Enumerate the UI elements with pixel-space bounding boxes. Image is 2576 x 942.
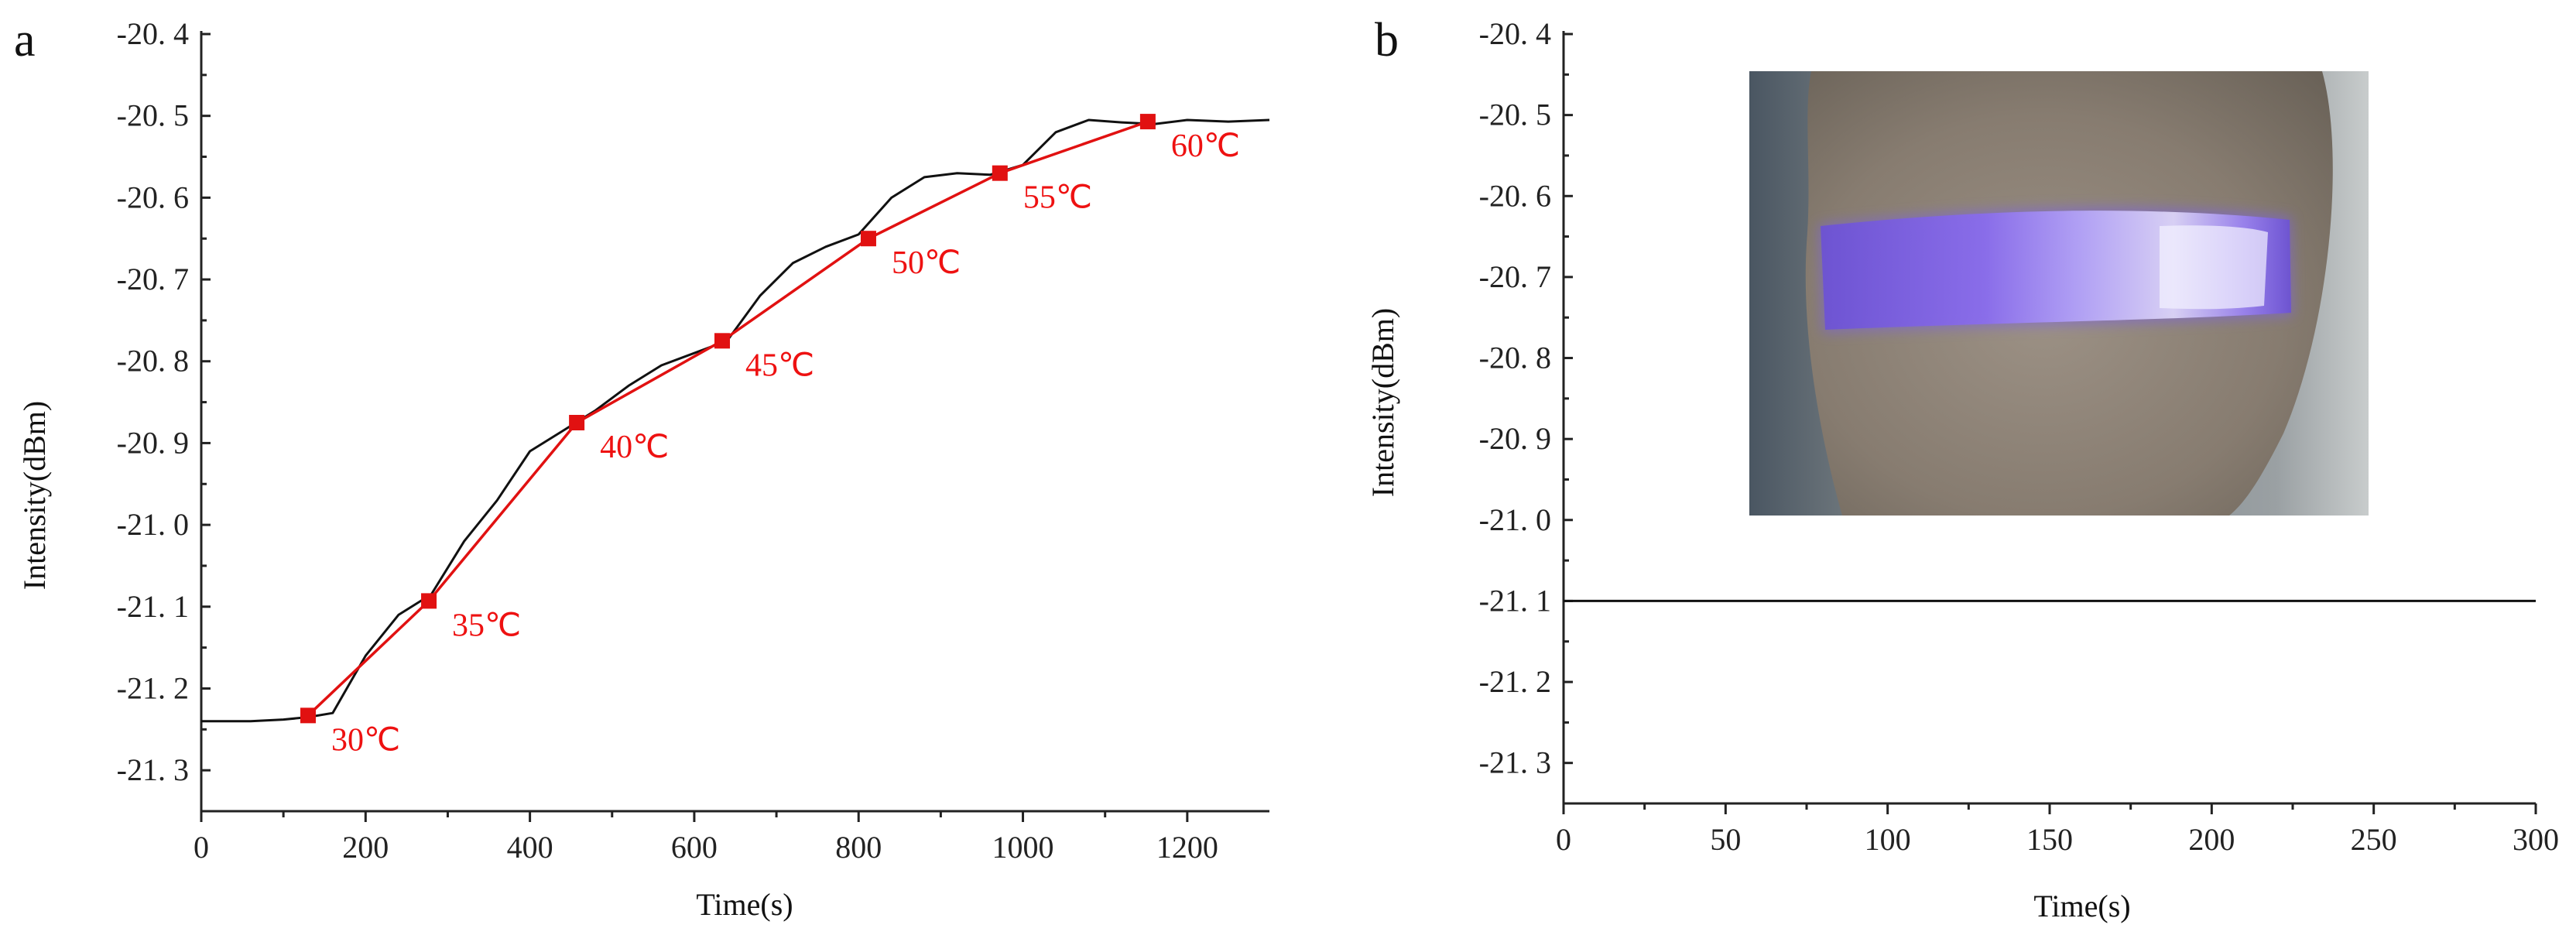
y-tick-label: -20. 9 <box>1479 421 1551 456</box>
x-tick-label: 300 <box>2513 822 2559 857</box>
data-point-marker <box>569 415 585 430</box>
y-tick-label: -20. 6 <box>117 180 189 214</box>
chart-b: b -20. 4-20. 5-20. 6-20. 7-20. 8-20. 9-2… <box>1365 14 2559 923</box>
x-tick-label: 0 <box>1556 822 1571 857</box>
y-tick-label: -21. 2 <box>1479 664 1551 699</box>
chart-a-y-ticks: -20. 4 -20. 5 -20. 6 -20. 7 -20. 8 -20. 9 -21.… <box>117 16 211 787</box>
x-tick-label: 0 <box>194 830 209 865</box>
panel-label-a: a <box>14 14 36 67</box>
temperature-label: 30℃ <box>331 722 400 758</box>
series-line-1 <box>307 120 1149 717</box>
temperature-label: 40℃ <box>600 430 669 465</box>
y-tick-label: -21. 2 <box>117 670 189 705</box>
y-tick-label: -21. 1 <box>117 589 189 624</box>
data-point-marker <box>714 333 731 349</box>
chart-b-y-axis-label: Intensity(dBm) <box>1365 308 1400 497</box>
chart-b-x-axis-label: Time(s) <box>2033 889 2130 923</box>
chart-b-y-ticks: -20. 4 -20. 5 -20. 6 -20. 7 -20. 8 -20. 9 -21.… <box>1479 16 1573 780</box>
chart-a: a -20. 4-20. 5-20. 6-20. 7-20. 8-20. 9-2… <box>14 14 1270 922</box>
y-tick-label: -20. 6 <box>1479 178 1551 213</box>
x-tick-label: 800 <box>835 830 882 865</box>
inset-photo <box>1749 71 2369 516</box>
y-tick-label: -21. 3 <box>117 752 189 787</box>
temperature-label: 60℃ <box>1171 128 1240 164</box>
y-tick-label: -20. 4 <box>1479 16 1551 51</box>
y-tick-label: -20. 5 <box>117 98 189 133</box>
y-tick-label: -21. 0 <box>1479 502 1551 537</box>
chart-a-y-axis-label: Intensity(dBm) <box>17 401 52 590</box>
y-tick-label: -21. 0 <box>117 507 189 542</box>
temperature-label: 50℃ <box>892 245 961 281</box>
panel-label-b: b <box>1375 14 1399 67</box>
chart-a-axes <box>200 31 1269 813</box>
x-tick-label: 1200 <box>1156 830 1218 865</box>
y-tick-label: -20. 7 <box>1479 259 1551 294</box>
y-tick-label: -21. 3 <box>1479 745 1551 780</box>
data-point-marker <box>992 165 1008 181</box>
y-tick-label: -20. 9 <box>117 425 189 460</box>
y-tick-label: -20. 8 <box>117 344 189 379</box>
y-tick-label: -20. 7 <box>117 262 189 296</box>
y-tick-label: -20. 5 <box>1479 98 1551 132</box>
data-point-marker <box>860 231 876 247</box>
x-tick-label: 100 <box>1865 822 1911 857</box>
data-point-marker <box>300 707 316 724</box>
y-tick-label: -20. 4 <box>117 16 189 51</box>
data-point-marker <box>421 593 437 609</box>
chart-a-x-ticks: 0 200 400 600 800 1000 1200 <box>194 811 1218 865</box>
y-tick-label: -20. 8 <box>1479 341 1551 375</box>
x-tick-label: 200 <box>2188 822 2235 857</box>
chart-a-series: 30℃ 35℃ 40℃ 45℃ 50℃ 55℃ 60℃ <box>201 114 1270 758</box>
series-line-0 <box>201 118 1270 723</box>
x-tick-label: 600 <box>671 830 718 865</box>
temperature-label: 35℃ <box>452 608 521 643</box>
data-point-marker <box>1139 114 1156 130</box>
temperature-label: 45℃ <box>745 348 814 383</box>
chart-b-x-ticks: 0 50 100 150 200 250 300 <box>1556 803 2559 857</box>
x-tick-label: 150 <box>2026 822 2073 857</box>
temperature-label: 55℃ <box>1023 180 1092 216</box>
x-tick-label: 400 <box>507 830 553 865</box>
x-tick-label: 1000 <box>992 830 1054 865</box>
inset-film-highlight <box>2160 225 2268 310</box>
x-tick-label: 250 <box>2351 822 2397 857</box>
chart-a-x-axis-label: Time(s) <box>696 887 793 922</box>
x-tick-label: 50 <box>1710 822 1741 857</box>
x-tick-label: 200 <box>342 830 389 865</box>
y-tick-label: -21. 1 <box>1479 583 1551 618</box>
